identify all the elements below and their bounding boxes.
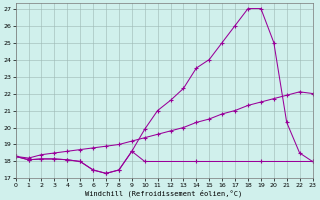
X-axis label: Windchill (Refroidissement éolien,°C): Windchill (Refroidissement éolien,°C)	[85, 189, 243, 197]
